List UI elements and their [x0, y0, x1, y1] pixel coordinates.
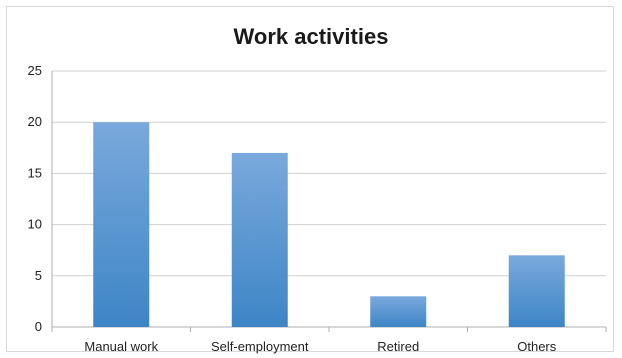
y-tick-label: 10 — [28, 217, 42, 232]
y-tick-label: 20 — [28, 114, 42, 129]
x-tick-label: Retired — [377, 339, 419, 354]
x-tick-labels: Manual work Self-employment Retired Others — [84, 339, 556, 354]
bar-retired — [370, 296, 427, 327]
x-tick-label: Self-employment — [211, 339, 309, 354]
bar-others — [508, 255, 565, 327]
y-tick-label: 5 — [35, 268, 42, 283]
y-tick-label: 15 — [28, 165, 42, 180]
x-tick-label: Manual work — [84, 339, 158, 354]
y-tick-label: 0 — [35, 319, 42, 334]
chart-title: Work activities — [233, 24, 389, 49]
bar-self-employment — [231, 152, 288, 327]
bar-manual-work — [93, 122, 150, 327]
bars — [93, 122, 565, 327]
y-tick-label: 25 — [28, 63, 42, 78]
y-tick-labels: 0 5 10 15 20 25 — [28, 63, 42, 334]
x-tick-label: Others — [517, 339, 557, 354]
